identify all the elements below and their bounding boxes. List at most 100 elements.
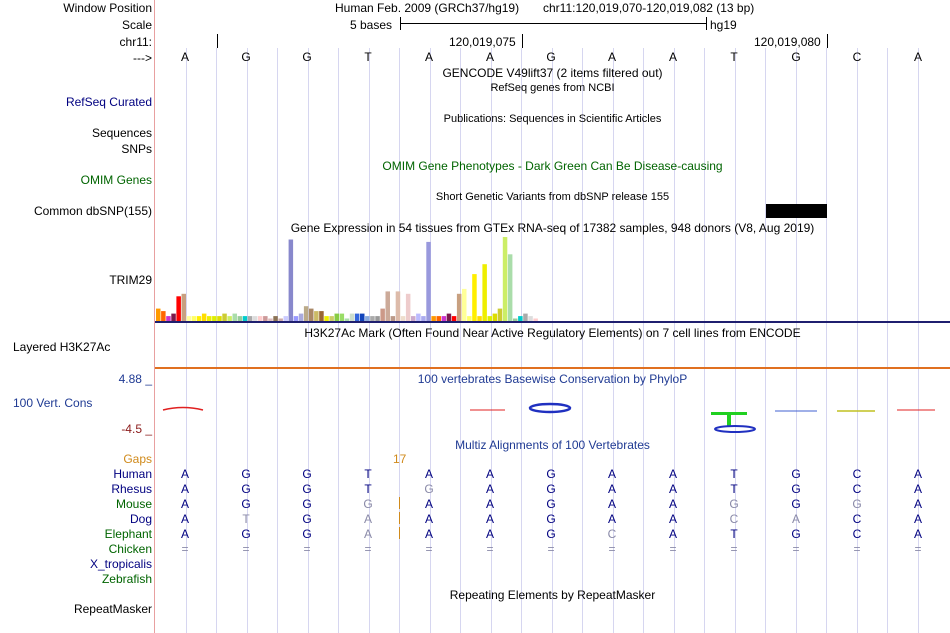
multiz-track-title[interactable]: Multiz Alignments of 100 Vertebrates: [455, 438, 650, 452]
gtex-tissue-bar[interactable]: [191, 316, 197, 321]
species-label[interactable]: Elephant: [104, 527, 152, 541]
track-area[interactable]: Human Feb. 2009 (GRCh37/hg19) chr11:120,…: [155, 0, 950, 633]
dbsnp-track-title[interactable]: Short Genetic Variants from dbSNP releas…: [435, 191, 670, 203]
gtex-tissue-bar[interactable]: [395, 291, 401, 321]
gtex-tissue-bar[interactable]: [456, 293, 462, 321]
gtex-tissue-bar[interactable]: [161, 311, 166, 321]
gtex-tissue-bar[interactable]: [472, 274, 477, 321]
gtex-tissue-bar[interactable]: [283, 316, 289, 321]
gtex-tissue-bar[interactable]: [451, 316, 457, 321]
omim-track-title[interactable]: OMIM Gene Phenotypes - Dark Green Can Be…: [382, 159, 723, 173]
gtex-tissue-bar[interactable]: [416, 313, 421, 321]
dbsnp-variant-block[interactable]: [766, 204, 827, 218]
gtex-tissue-bar[interactable]: [426, 241, 431, 321]
gtex-tissue-bar[interactable]: [288, 239, 294, 322]
refseq-track-title[interactable]: RefSeq genes from NCBI: [490, 82, 615, 94]
gtex-tissue-bar[interactable]: [446, 313, 452, 321]
gtex-track-label[interactable]: TRIM29: [109, 273, 152, 287]
gtex-tissue-bar[interactable]: [196, 316, 202, 321]
gtex-tissue-bar[interactable]: [263, 316, 268, 321]
gtex-tissue-bar[interactable]: [431, 316, 436, 321]
gtex-track-title[interactable]: Gene Expression in 54 tissues from GTEx …: [290, 221, 815, 235]
gtex-tissue-bar[interactable]: [273, 316, 278, 321]
gtex-tissue-bar[interactable]: [293, 316, 299, 321]
gtex-tissue-bar[interactable]: [360, 313, 365, 321]
gtex-tissue-bar[interactable]: [411, 316, 416, 321]
gtex-tissue-bar[interactable]: [237, 316, 243, 321]
gtex-tissue-bar[interactable]: [329, 316, 334, 321]
species-label[interactable]: X_tropicalis: [89, 557, 152, 571]
gtex-tissue-bar[interactable]: [227, 316, 232, 321]
gtex-tissue-bar[interactable]: [513, 318, 518, 322]
gtex-tissue-bar[interactable]: [222, 313, 227, 321]
species-label[interactable]: Human: [113, 467, 152, 481]
phylop-track-title[interactable]: 100 vertebrates Basewise Conservation by…: [417, 372, 688, 386]
gtex-tissue-bar[interactable]: [252, 316, 258, 321]
gtex-tissue-bar[interactable]: [258, 316, 263, 321]
gtex-tissue-bar[interactable]: [324, 316, 329, 321]
gtex-tissue-bar[interactable]: [212, 316, 217, 321]
gtex-tissue-bar[interactable]: [247, 316, 253, 321]
gtex-tissue-bar[interactable]: [303, 306, 309, 321]
snps-track-label[interactable]: SNPs: [121, 142, 152, 156]
gtex-tissue-bar[interactable]: [436, 316, 442, 321]
gtex-tissue-bar[interactable]: [344, 318, 350, 322]
gtex-tissue-bar[interactable]: [497, 308, 503, 321]
species-label[interactable]: Rhesus: [111, 482, 152, 496]
gtex-tissue-bar[interactable]: [166, 316, 171, 321]
repeatmasker-track-title[interactable]: Repeating Elements by RepeatMasker: [449, 588, 656, 602]
gtex-tissue-bar[interactable]: [354, 313, 360, 321]
gtex-tissue-bar[interactable]: [462, 288, 467, 321]
gtex-tissue-bar[interactable]: [492, 313, 498, 321]
gtex-tissue-bar[interactable]: [268, 318, 273, 322]
gtex-tissue-bar[interactable]: [156, 308, 161, 321]
gencode-track-title[interactable]: GENCODE V49lift37 (2 items filtered out): [442, 66, 663, 80]
gtex-tissue-bar[interactable]: [518, 316, 523, 321]
species-label[interactable]: Zebrafish: [101, 572, 152, 586]
gtex-tissue-bar[interactable]: [349, 313, 355, 321]
gtex-tissue-bar[interactable]: [502, 237, 508, 321]
gtex-tissue-bar[interactable]: [441, 316, 447, 321]
refseq-track-label[interactable]: RefSeq Curated: [65, 95, 152, 109]
publications-track-title[interactable]: Publications: Sequences in Scientific Ar…: [443, 113, 662, 125]
gtex-tissue-bar[interactable]: [380, 308, 385, 321]
gtex-tissue-bar[interactable]: [201, 313, 207, 321]
gtex-tissue-bar[interactable]: [467, 316, 472, 321]
gtex-tissue-bar[interactable]: [217, 316, 222, 321]
gtex-tissue-bar[interactable]: [477, 316, 482, 321]
repeatmasker-track-label[interactable]: RepeatMasker: [73, 602, 152, 616]
gtex-tissue-bar[interactable]: [298, 313, 304, 321]
gtex-tissue-bar[interactable]: [278, 318, 283, 322]
gtex-tissue-bar[interactable]: [400, 316, 406, 321]
gtex-tissue-bar[interactable]: [207, 316, 212, 321]
gtex-tissue-bar[interactable]: [171, 313, 176, 321]
phylop-track-label[interactable]: 100 Vert. Cons: [13, 396, 93, 410]
gtex-tissue-bar[interactable]: [176, 296, 181, 321]
gtex-tissue-bar[interactable]: [523, 313, 528, 321]
gtex-tissue-bar[interactable]: [319, 311, 324, 321]
gtex-tissue-bar[interactable]: [390, 316, 396, 321]
species-label[interactable]: Chicken: [108, 542, 152, 556]
gtex-tissue-bar[interactable]: [370, 316, 375, 321]
species-label[interactable]: Dog: [129, 512, 152, 526]
gtex-tissue-bar[interactable]: [421, 316, 426, 321]
dbsnp-track-label[interactable]: Common dbSNP(155): [33, 204, 152, 218]
gtex-tissue-bar[interactable]: [232, 313, 238, 321]
sequences-track-label[interactable]: Sequences: [91, 126, 152, 140]
gtex-tissue-bar[interactable]: [375, 316, 380, 321]
h3k27ac-track-label[interactable]: Layered H3K27Ac: [13, 340, 111, 354]
gtex-tissue-bar[interactable]: [365, 316, 370, 321]
gtex-tissue-bar[interactable]: [339, 313, 345, 321]
gtex-tissue-bar[interactable]: [385, 291, 391, 321]
gtex-tissue-bar[interactable]: [487, 316, 493, 321]
gtex-tissue-bar[interactable]: [181, 293, 187, 321]
gtex-tissue-bar[interactable]: [314, 311, 319, 321]
gtex-expression-chart[interactable]: [155, 237, 950, 321]
gtex-tissue-bar[interactable]: [482, 264, 487, 321]
gtex-tissue-bar[interactable]: [334, 313, 340, 321]
species-label[interactable]: Mouse: [115, 497, 152, 511]
gtex-tissue-bar[interactable]: [309, 308, 314, 321]
gtex-tissue-bar[interactable]: [533, 318, 538, 322]
gtex-tissue-bar[interactable]: [507, 254, 513, 321]
